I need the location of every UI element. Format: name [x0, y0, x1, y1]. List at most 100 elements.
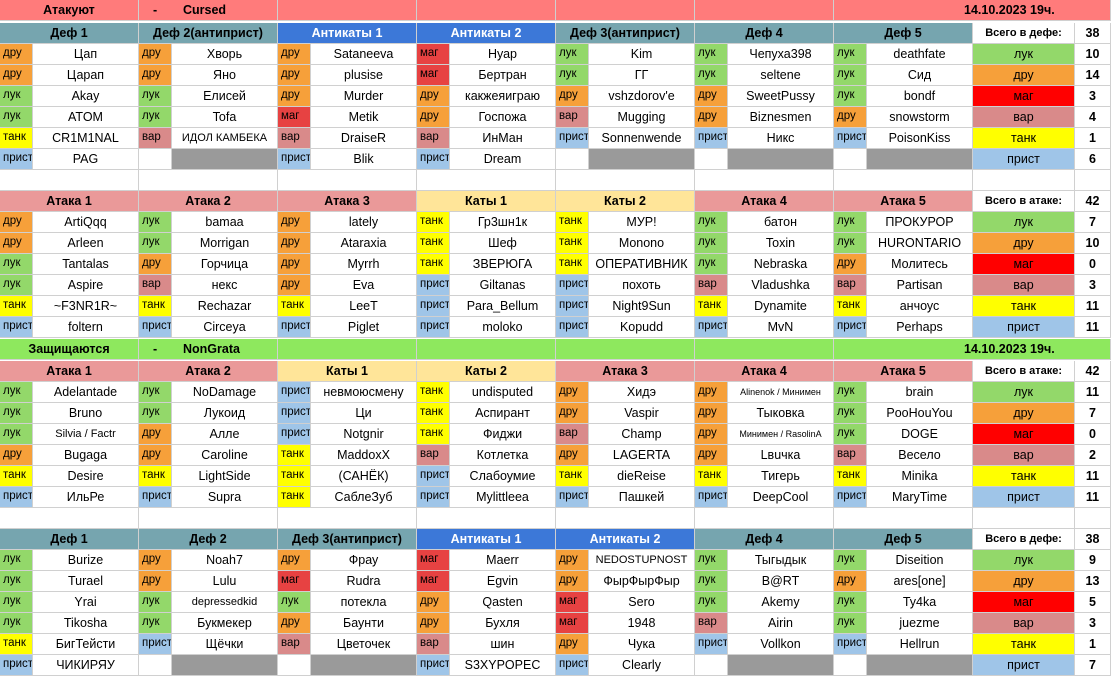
- player-name[interactable]: Murder: [311, 86, 417, 107]
- empty-role-cell[interactable]: [834, 655, 867, 676]
- summary-role[interactable]: вар: [973, 275, 1075, 296]
- player-name[interactable]: Нуар: [450, 44, 556, 65]
- empty-slot[interactable]: [311, 655, 417, 676]
- role-cell[interactable]: танк: [0, 634, 33, 655]
- group-header[interactable]: Атака 5: [834, 361, 973, 382]
- player-name[interactable]: Champ: [589, 424, 695, 445]
- player-name[interactable]: Горчица: [172, 254, 278, 275]
- player-name[interactable]: Пашкей: [589, 487, 695, 508]
- group-header[interactable]: Деф 3(антиприст): [556, 23, 695, 44]
- role-cell[interactable]: прист: [278, 317, 311, 338]
- summary-count[interactable]: 0: [1075, 254, 1111, 275]
- role-cell[interactable]: прист: [556, 275, 589, 296]
- player-name[interactable]: 1948: [589, 613, 695, 634]
- role-cell[interactable]: лук: [834, 86, 867, 107]
- blank-row-cell[interactable]: [0, 170, 139, 191]
- role-cell[interactable]: танк: [556, 466, 589, 487]
- player-name[interactable]: Гр3шн1к: [450, 212, 556, 233]
- role-cell[interactable]: дру: [278, 86, 311, 107]
- role-cell[interactable]: лук: [556, 44, 589, 65]
- role-cell[interactable]: прист: [556, 655, 589, 676]
- role-cell[interactable]: лук: [695, 254, 728, 275]
- attack-banner-empty-cell[interactable]: [278, 0, 417, 21]
- summary-role[interactable]: танк: [973, 128, 1075, 149]
- role-cell[interactable]: прист: [556, 128, 589, 149]
- role-cell[interactable]: лук: [0, 275, 33, 296]
- player-name[interactable]: Notgnir: [311, 424, 417, 445]
- role-cell[interactable]: лук: [695, 550, 728, 571]
- summary-role[interactable]: прист: [973, 317, 1075, 338]
- role-cell[interactable]: танк: [0, 128, 33, 149]
- role-cell[interactable]: вар: [834, 445, 867, 466]
- role-cell[interactable]: дру: [417, 86, 450, 107]
- player-name[interactable]: похоть: [589, 275, 695, 296]
- role-cell[interactable]: лук: [0, 424, 33, 445]
- role-cell[interactable]: дру: [556, 86, 589, 107]
- role-cell[interactable]: дру: [556, 634, 589, 655]
- group-header[interactable]: Атака 1: [0, 361, 139, 382]
- role-cell[interactable]: вар: [695, 613, 728, 634]
- player-name[interactable]: Burize: [33, 550, 139, 571]
- summary-role[interactable]: прист: [973, 655, 1075, 676]
- player-name[interactable]: Vollkon: [728, 634, 834, 655]
- player-name[interactable]: bamaa: [172, 212, 278, 233]
- role-cell[interactable]: вар: [278, 634, 311, 655]
- player-name[interactable]: Noah7: [172, 550, 278, 571]
- group-header[interactable]: Деф 1: [0, 23, 139, 44]
- player-name[interactable]: MvN: [728, 317, 834, 338]
- role-cell[interactable]: лук: [695, 233, 728, 254]
- role-cell[interactable]: танк: [556, 233, 589, 254]
- player-name[interactable]: S3XYPOPEC: [450, 655, 556, 676]
- role-cell[interactable]: прист: [139, 487, 172, 508]
- blank-row-cell[interactable]: [834, 508, 973, 529]
- attack-banner-label[interactable]: Атакуют: [0, 0, 139, 21]
- player-name[interactable]: Vaspir: [589, 403, 695, 424]
- role-cell[interactable]: маг: [417, 44, 450, 65]
- role-cell[interactable]: дру: [556, 550, 589, 571]
- attack-banner-empty-cell[interactable]: [417, 0, 556, 21]
- summary-count[interactable]: 11: [1075, 466, 1111, 487]
- player-name[interactable]: LeeT: [311, 296, 417, 317]
- role-cell[interactable]: лук: [556, 65, 589, 86]
- role-cell[interactable]: танк: [278, 445, 311, 466]
- player-name[interactable]: Щёчки: [172, 634, 278, 655]
- blank-row-cell[interactable]: [556, 170, 695, 191]
- summary-total[interactable]: 42: [1075, 191, 1111, 212]
- summary-role[interactable]: лук: [973, 44, 1075, 65]
- player-name[interactable]: Partisan: [867, 275, 973, 296]
- role-cell[interactable]: лук: [834, 44, 867, 65]
- player-name[interactable]: ИльРе: [33, 487, 139, 508]
- role-cell[interactable]: дру: [278, 550, 311, 571]
- summary-role[interactable]: лук: [973, 382, 1075, 403]
- summary-role[interactable]: танк: [973, 634, 1075, 655]
- group-header[interactable]: Деф 2(антиприст): [139, 23, 278, 44]
- player-name[interactable]: Para_Bellum: [450, 296, 556, 317]
- empty-slot[interactable]: [867, 655, 973, 676]
- role-cell[interactable]: танк: [556, 212, 589, 233]
- summary-count[interactable]: 14: [1075, 65, 1111, 86]
- role-cell[interactable]: дру: [417, 107, 450, 128]
- player-name[interactable]: батон: [728, 212, 834, 233]
- player-name[interactable]: Blik: [311, 149, 417, 170]
- attack-banner-guild[interactable]: Cursed: [180, 0, 278, 21]
- role-cell[interactable]: лук: [834, 65, 867, 86]
- group-header[interactable]: Каты 2: [417, 361, 556, 382]
- player-name[interactable]: Hellrun: [867, 634, 973, 655]
- role-cell[interactable]: лук: [834, 424, 867, 445]
- role-cell[interactable]: прист: [139, 634, 172, 655]
- role-cell[interactable]: лук: [0, 382, 33, 403]
- group-header[interactable]: Каты 1: [417, 191, 556, 212]
- player-name[interactable]: Clearly: [589, 655, 695, 676]
- player-name[interactable]: Aspire: [33, 275, 139, 296]
- summary-role[interactable]: дру: [973, 571, 1075, 592]
- role-cell[interactable]: танк: [278, 466, 311, 487]
- role-cell[interactable]: прист: [417, 317, 450, 338]
- player-name[interactable]: juezme: [867, 613, 973, 634]
- empty-slot[interactable]: [728, 655, 834, 676]
- player-name[interactable]: PooHouYou: [867, 403, 973, 424]
- player-name[interactable]: Цветочек: [311, 634, 417, 655]
- player-name[interactable]: Dream: [450, 149, 556, 170]
- role-cell[interactable]: вар: [556, 107, 589, 128]
- player-name[interactable]: Bugaga: [33, 445, 139, 466]
- summary-title[interactable]: Всего в дефе:: [973, 23, 1075, 44]
